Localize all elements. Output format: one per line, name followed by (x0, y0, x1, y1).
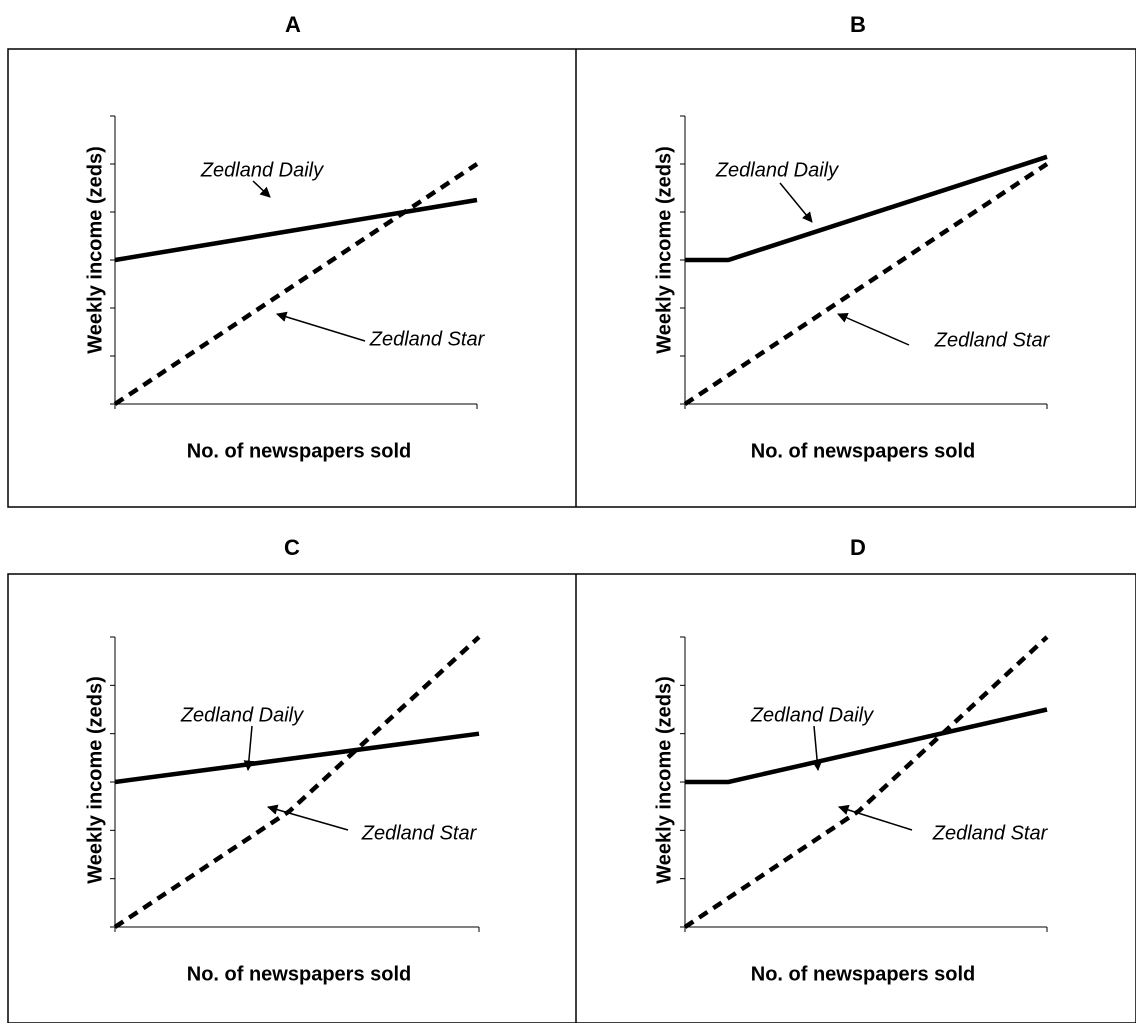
panel-b: B No. of newspapers sold Weekly income (ze… (653, 12, 1050, 462)
panel-d: D No. of newspapers sold Weekly income (ze… (653, 535, 1048, 985)
panel-d-series-zedland-daily (685, 707, 1048, 785)
frame-top (7, 48, 1136, 508)
panel-b-series-zedland-daily (685, 154, 1048, 263)
panel-d-y-label: Weekly income (zeds) (653, 676, 675, 883)
panel-a: A No. of newspapers sold Weekly income (ze… (84, 12, 485, 462)
panel-b-x-label: No. of newspapers sold (751, 440, 975, 462)
panel-d-label-zedland-star: Zedland Star (932, 822, 1049, 844)
panel-frames (7, 48, 1136, 1023)
panel-c-label-zedland-daily: Zedland Daily (180, 704, 304, 726)
panel-d-arrow-zedland-star (837, 804, 913, 831)
panel-d-label-zedland-daily: Zedland Daily (750, 704, 874, 726)
panel-b-letter: B (850, 12, 866, 37)
panel-a-label-zedland-star: Zedland Star (369, 328, 486, 350)
panel-c-x-label: No. of newspapers sold (187, 963, 411, 985)
panel-b-series-zedland-star (683, 162, 1049, 406)
panel-b-label-zedland-star: Zedland Star (934, 329, 1051, 351)
panel-b-y-label: Weekly income (zeds) (653, 146, 675, 353)
frame-bottom (7, 573, 1136, 1023)
panel-c-series-zedland-daily (114, 731, 480, 785)
panel-a-label-zedland-daily: Zedland Daily (200, 159, 324, 181)
panel-a-letter: A (285, 12, 301, 37)
panel-a-y-label: Weekly income (zeds) (84, 146, 106, 353)
chart-panels: A No. of newspapers sold Weekly income (ze… (84, 12, 1050, 985)
panel-a-series-zedland-daily (114, 197, 478, 263)
panel-a-arrow-zedland-star (275, 311, 366, 342)
panel-c-arrow-zedland-star (266, 804, 349, 831)
panel-a-x-label: No. of newspapers sold (187, 440, 411, 462)
panel-c-label-zedland-star: Zedland Star (361, 822, 478, 844)
panel-b-arrow-zedland-daily (779, 182, 813, 223)
panel-d-x-label: No. of newspapers sold (751, 963, 975, 985)
panel-b-arrow-zedland-star (837, 312, 910, 346)
panel-b-label-zedland-daily: Zedland Daily (715, 159, 839, 181)
panel-c-letter: C (284, 535, 300, 560)
panel-a-arrow-zedland-daily (252, 180, 271, 198)
panel-c-arrow-zedland-daily (243, 725, 255, 772)
panel-c-series-zedland-star (113, 635, 481, 929)
panel-c: C No. of newspapers sold Weekly income (ze… (84, 535, 481, 985)
panel-c-y-label: Weekly income (zeds) (84, 676, 106, 883)
panel-a-series-zedland-star (113, 162, 479, 406)
panel-d-arrow-zedland-daily (811, 725, 823, 772)
panel-d-letter: D (850, 535, 866, 560)
panel-d-series-zedland-star (683, 635, 1049, 929)
